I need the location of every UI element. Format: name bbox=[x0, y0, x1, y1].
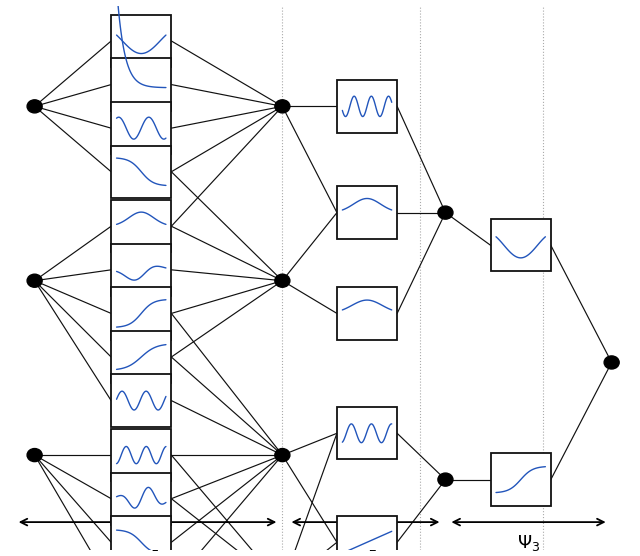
FancyBboxPatch shape bbox=[111, 146, 172, 198]
FancyBboxPatch shape bbox=[337, 407, 397, 459]
Circle shape bbox=[275, 274, 290, 287]
FancyBboxPatch shape bbox=[111, 58, 172, 111]
Circle shape bbox=[604, 356, 619, 369]
FancyBboxPatch shape bbox=[111, 374, 172, 427]
FancyBboxPatch shape bbox=[111, 287, 172, 340]
FancyBboxPatch shape bbox=[337, 516, 397, 556]
FancyBboxPatch shape bbox=[111, 429, 172, 481]
FancyBboxPatch shape bbox=[337, 186, 397, 239]
Circle shape bbox=[438, 206, 453, 219]
FancyBboxPatch shape bbox=[491, 454, 551, 506]
Circle shape bbox=[275, 449, 290, 461]
Text: $\Psi_3$: $\Psi_3$ bbox=[516, 533, 540, 553]
FancyBboxPatch shape bbox=[111, 331, 172, 383]
FancyBboxPatch shape bbox=[491, 219, 551, 271]
Circle shape bbox=[27, 449, 42, 461]
Circle shape bbox=[27, 100, 42, 113]
FancyBboxPatch shape bbox=[111, 516, 172, 556]
FancyBboxPatch shape bbox=[337, 287, 397, 340]
FancyBboxPatch shape bbox=[111, 244, 172, 296]
FancyBboxPatch shape bbox=[111, 200, 172, 252]
FancyBboxPatch shape bbox=[337, 80, 397, 132]
Circle shape bbox=[27, 274, 42, 287]
Circle shape bbox=[275, 100, 290, 113]
Circle shape bbox=[438, 473, 453, 486]
Text: $\Psi_1$: $\Psi_1$ bbox=[136, 533, 159, 553]
Text: $\Psi_2$: $\Psi_2$ bbox=[354, 533, 377, 553]
FancyBboxPatch shape bbox=[111, 473, 172, 525]
FancyBboxPatch shape bbox=[111, 15, 172, 67]
FancyBboxPatch shape bbox=[111, 102, 172, 155]
